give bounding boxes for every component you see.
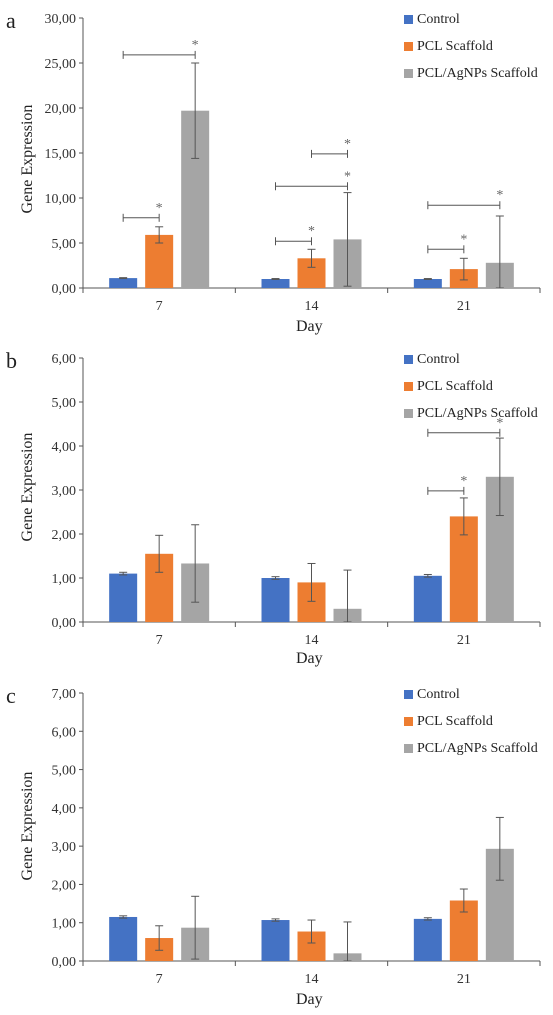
significance-star: * bbox=[460, 232, 467, 247]
legend: Control PCL Scaffold PCL/AgNPs Scaffold bbox=[404, 346, 538, 427]
legend-item: PCL Scaffold bbox=[404, 33, 538, 60]
legend-swatch bbox=[404, 69, 413, 78]
legend-swatch bbox=[404, 690, 413, 699]
x-tick-label: 21 bbox=[457, 633, 471, 648]
x-tick-label: 14 bbox=[305, 299, 319, 314]
significance-star: * bbox=[496, 416, 503, 431]
y-tick-label: 0,00 bbox=[52, 282, 77, 297]
x-axis-label: Day bbox=[296, 318, 323, 335]
y-tick-label: 15,00 bbox=[45, 147, 77, 162]
y-tick-label: 1,00 bbox=[52, 572, 77, 587]
legend-item: Control bbox=[404, 346, 538, 373]
significance-star: * bbox=[344, 169, 351, 184]
y-tick-label: 0,00 bbox=[52, 616, 77, 631]
significance-star: * bbox=[308, 224, 315, 239]
significance-star: * bbox=[192, 38, 199, 53]
chart-svg: 0,00 1,00 2,00 3,00 4,00 5,00 6,00 7,00 7 14 21 bbox=[52, 687, 541, 987]
y-tick-label: 5,00 bbox=[52, 396, 77, 411]
y-tick-label: 30,00 bbox=[45, 12, 77, 27]
significance-star: * bbox=[460, 474, 467, 489]
panel-letter: c bbox=[6, 683, 16, 708]
legend: Control PCL Scaffold PCL/AgNPs Scaffold bbox=[404, 6, 538, 87]
bar bbox=[109, 278, 138, 288]
x-tick-label: 21 bbox=[457, 299, 471, 314]
bar bbox=[109, 916, 138, 961]
legend-swatch bbox=[404, 409, 413, 418]
y-tick-label: 2,00 bbox=[52, 878, 77, 893]
bar bbox=[261, 279, 290, 288]
legend-label: PCL Scaffold bbox=[417, 713, 493, 729]
bar bbox=[413, 279, 442, 288]
bar bbox=[413, 575, 442, 622]
y-tick-label: 3,00 bbox=[52, 840, 77, 855]
x-tick-label: 21 bbox=[457, 972, 471, 987]
legend-swatch bbox=[404, 42, 413, 51]
legend-swatch bbox=[404, 355, 413, 364]
panel-b: b 0,00 1,00 2,00 3,00 4,00 5,00 6,00 7 14 21 * * Gen… bbox=[0, 340, 553, 675]
legend-item: PCL Scaffold bbox=[404, 708, 538, 735]
y-tick-label: 0,00 bbox=[52, 955, 77, 970]
y-tick-label: 2,00 bbox=[52, 528, 77, 543]
legend: Control PCL Scaffold PCL/AgNPs Scaffold bbox=[404, 681, 538, 762]
legend-swatch bbox=[404, 382, 413, 391]
bar bbox=[109, 573, 138, 622]
legend-item: PCL/AgNPs Scaffold bbox=[404, 60, 538, 87]
x-tick-label: 7 bbox=[156, 299, 163, 314]
y-axis-label: Gene Expression bbox=[19, 771, 36, 881]
x-tick-label: 14 bbox=[305, 633, 319, 648]
chart-svg: 0,00 5,00 10,00 15,00 20,00 25,00 30,00 7 14 21 * *… bbox=[45, 12, 541, 314]
y-tick-label: 5,00 bbox=[52, 237, 77, 252]
legend-item: PCL/AgNPs Scaffold bbox=[404, 735, 538, 762]
x-axis-label: Day bbox=[296, 991, 323, 1008]
panel-letter: a bbox=[6, 8, 16, 33]
legend-label: PCL Scaffold bbox=[417, 378, 493, 394]
y-tick-label: 6,00 bbox=[52, 352, 77, 367]
x-axis-label: Day bbox=[296, 650, 323, 667]
legend-item: Control bbox=[404, 6, 538, 33]
y-axis-label: Gene Expression bbox=[19, 104, 36, 214]
bar bbox=[145, 234, 174, 288]
legend-item: PCL Scaffold bbox=[404, 373, 538, 400]
bar bbox=[413, 918, 442, 961]
legend-label: Control bbox=[417, 11, 460, 27]
y-tick-label: 20,00 bbox=[45, 102, 77, 117]
y-tick-label: 5,00 bbox=[52, 764, 77, 779]
legend-swatch bbox=[404, 717, 413, 726]
legend-label: PCL Scaffold bbox=[417, 38, 493, 54]
y-tick-label: 1,00 bbox=[52, 917, 77, 932]
chart-svg: 0,00 1,00 2,00 3,00 4,00 5,00 6,00 7 14 21 * * bbox=[52, 352, 541, 648]
x-tick-label: 7 bbox=[156, 633, 163, 648]
bar bbox=[261, 920, 290, 961]
significance-star: * bbox=[156, 201, 163, 216]
panel-c: c 0,00 1,00 2,00 3,00 4,00 5,00 6,00 7,00 7 14 21 G… bbox=[0, 675, 553, 1015]
legend-swatch bbox=[404, 15, 413, 24]
x-tick-label: 14 bbox=[305, 972, 319, 987]
y-tick-label: 3,00 bbox=[52, 484, 77, 499]
legend-item: PCL/AgNPs Scaffold bbox=[404, 400, 538, 427]
y-tick-label: 7,00 bbox=[52, 687, 77, 702]
y-axis-label: Gene Expression bbox=[19, 432, 36, 542]
legend-label: PCL/AgNPs Scaffold bbox=[417, 740, 538, 756]
y-tick-label: 25,00 bbox=[45, 57, 77, 72]
y-tick-label: 6,00 bbox=[52, 725, 77, 740]
legend-label: Control bbox=[417, 686, 460, 702]
legend-label: PCL/AgNPs Scaffold bbox=[417, 405, 538, 421]
y-tick-label: 4,00 bbox=[52, 802, 77, 817]
bar bbox=[261, 578, 290, 622]
y-tick-label: 4,00 bbox=[52, 440, 77, 455]
legend-label: PCL/AgNPs Scaffold bbox=[417, 65, 538, 81]
legend-swatch bbox=[404, 744, 413, 753]
significance-star: * bbox=[496, 188, 503, 203]
significance-star: * bbox=[344, 137, 351, 152]
x-tick-label: 7 bbox=[156, 972, 163, 987]
panel-a: a 0,00 5,00 10,00 15,00 20,00 25,00 30,00 7 14 21… bbox=[0, 0, 553, 340]
legend-label: Control bbox=[417, 351, 460, 367]
y-tick-label: 10,00 bbox=[45, 192, 77, 207]
panel-letter: b bbox=[6, 348, 17, 373]
legend-item: Control bbox=[404, 681, 538, 708]
